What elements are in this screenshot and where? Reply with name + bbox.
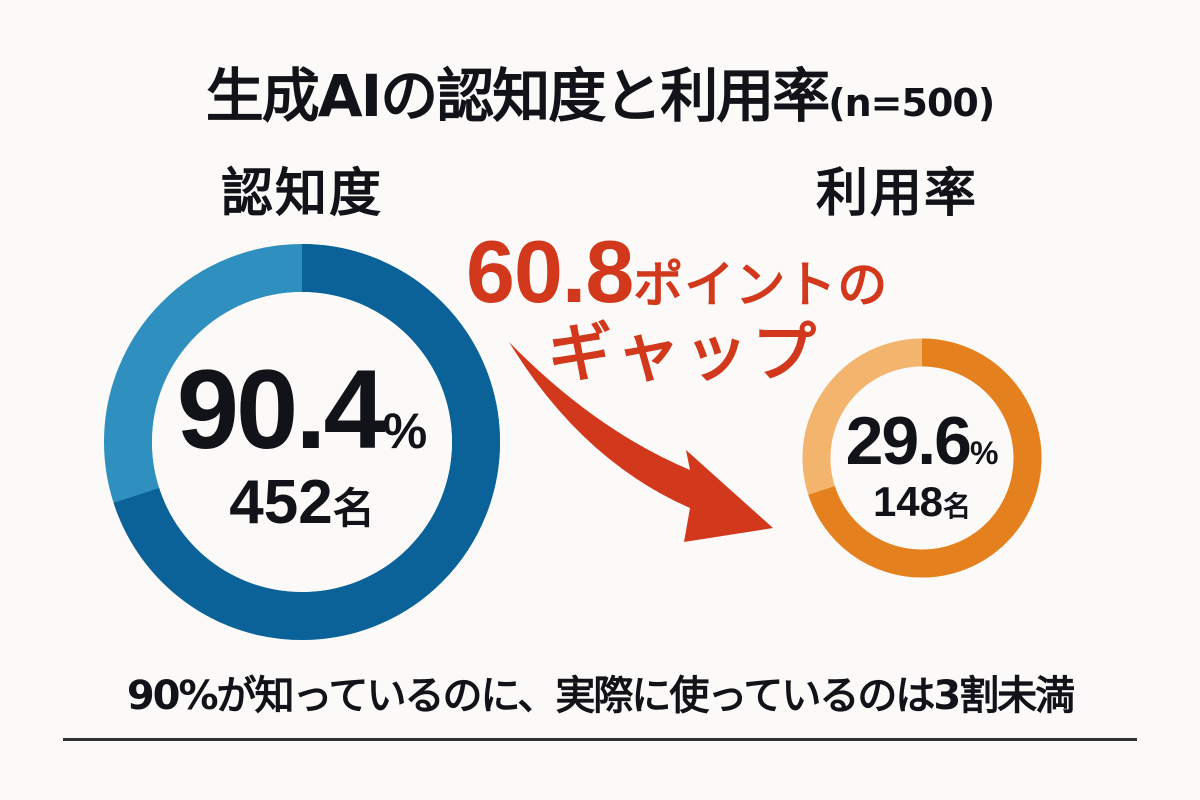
- usage-donut: [802, 338, 1042, 578]
- usage-count-unit: 名: [943, 490, 972, 523]
- usage-donut-hole: [830, 366, 1014, 550]
- awareness-percentage: 90.4%: [152, 352, 452, 468]
- usage-count: 148名: [822, 478, 1022, 531]
- usage-percentage: 29.6%: [822, 404, 1022, 478]
- awareness-donut-hole: [152, 292, 452, 592]
- curved-down-right-arrow-icon: [509, 342, 773, 542]
- awareness-value: 90.4: [176, 347, 386, 472]
- awareness-percent-sign: %: [382, 403, 428, 459]
- title-sample-size: (n=500): [828, 81, 995, 125]
- usage-count-value: 148: [872, 478, 944, 525]
- gap-value: 60.8: [466, 222, 634, 321]
- gap-annotation-line1: 60.8ポイントの: [466, 224, 888, 320]
- awareness-donut: [104, 244, 500, 640]
- title-main: 生成AIの認知度と利用率: [205, 62, 830, 130]
- usage-donut-dark-segment: [802, 338, 1042, 578]
- chart-title: 生成AIの認知度と利用率(n=500): [0, 56, 1200, 143]
- awareness-label: 認知度: [220, 164, 383, 224]
- gap-suffix: ポイントの: [633, 256, 889, 314]
- awareness-count-value: 452: [229, 468, 333, 537]
- awareness-donut-dark-segment: [104, 244, 500, 640]
- gap-annotation-line2: ギャップ: [548, 317, 820, 391]
- usage-percent-sign: %: [969, 435, 999, 471]
- usage-label: 利用率: [815, 164, 978, 224]
- usage-value: 29.6: [845, 403, 972, 479]
- awareness-count-unit: 名: [332, 484, 375, 533]
- summary-caption: 90%が知っているのに、実際に使っているのは3割未満: [126, 673, 1075, 719]
- awareness-count: 452名: [152, 468, 452, 544]
- divider-line: [63, 738, 1137, 741]
